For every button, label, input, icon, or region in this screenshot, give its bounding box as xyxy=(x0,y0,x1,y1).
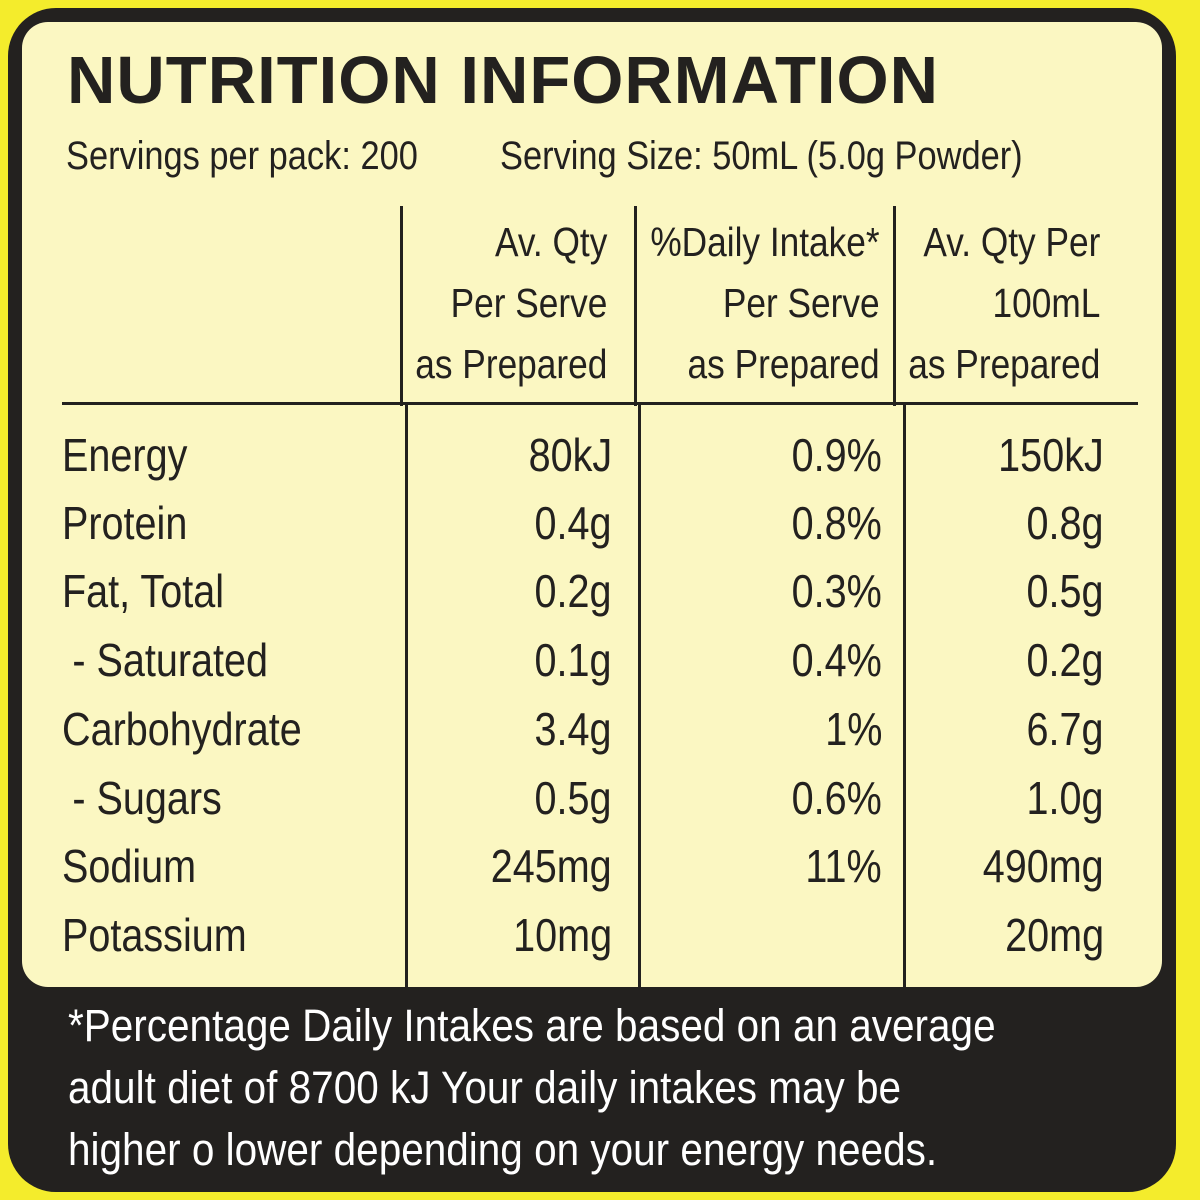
nutrient-name: Sodium xyxy=(62,840,197,892)
column-header-line: as Prepared xyxy=(907,341,1100,387)
column-header-per-100ml: Av. Qty Per 100mL as Prepared xyxy=(877,212,1100,395)
column-divider-1 xyxy=(405,402,408,987)
nutrient-name: Potassium xyxy=(62,909,247,961)
daily-intake-value: 0.6% xyxy=(791,772,882,824)
per-100ml-value: 0.2g xyxy=(1027,634,1104,686)
servings-per-pack: Servings per pack: 200 xyxy=(66,134,418,178)
column-header-daily-intake: %Daily Intake* Per Serve as Prepared xyxy=(613,212,880,395)
per-serve-value: 0.4g xyxy=(535,497,612,549)
nutrient-row-protein: Protein 0.4g 0.8% 0.8g xyxy=(62,489,1112,557)
nutrient-row-saturated: - Saturated 0.1g 0.4% 0.2g xyxy=(62,626,1112,694)
column-divider-1-header xyxy=(400,206,403,406)
per-100ml-value: 1.0g xyxy=(1027,772,1104,824)
column-header-line: as Prepared xyxy=(414,341,607,387)
per-serve-value: 245mg xyxy=(491,840,612,892)
column-divider-2 xyxy=(638,402,641,987)
column-header-line: Per Serve xyxy=(450,280,607,326)
daily-intake-value: 0.9% xyxy=(791,429,882,481)
column-header-line: Av. Qty Per xyxy=(922,219,1100,265)
nutrition-table-background xyxy=(22,22,1162,987)
daily-intake-value: 0.4% xyxy=(791,634,882,686)
footnote-line: adult diet of 8700 kJ Your daily intakes… xyxy=(68,1062,902,1113)
column-divider-3 xyxy=(903,402,906,987)
footnote-line: *Percentage Daily Intakes are based on a… xyxy=(68,1000,996,1051)
daily-intake-value: 1% xyxy=(824,703,882,755)
nutrient-name: Protein xyxy=(62,497,188,549)
per-100ml-value: 6.7g xyxy=(1027,703,1104,755)
nutrient-row-potassium: Potassium 10mg 20mg xyxy=(62,901,1112,969)
nutrient-row-carbohydrate: Carbohydrate 3.4g 1% 6.7g xyxy=(62,695,1112,763)
nutrient-name: Energy xyxy=(62,429,188,481)
daily-intake-footnote: *Percentage Daily Intakes are based on a… xyxy=(68,995,1178,1181)
header-separator xyxy=(62,402,1138,405)
column-header-line: 100mL xyxy=(992,280,1100,326)
per-100ml-value: 20mg xyxy=(1005,909,1104,961)
daily-intake-value: 11% xyxy=(805,840,882,892)
column-header-per-serve: Av. Qty Per Serve as Prepared xyxy=(384,212,607,395)
per-100ml-value: 150kJ xyxy=(998,429,1104,481)
column-divider-3-header xyxy=(893,206,896,406)
serving-size: Serving Size: 50mL (5.0g Powder) xyxy=(500,134,1023,178)
per-serve-value: 0.5g xyxy=(535,772,612,824)
footnote-line: higher o lower depending on your energy … xyxy=(68,1124,938,1175)
per-serve-value: 0.1g xyxy=(535,634,612,686)
nutrient-row-sodium: Sodium 245mg 11% 490mg xyxy=(62,832,1112,900)
per-100ml-value: 0.5g xyxy=(1027,565,1104,617)
per-100ml-value: 490mg xyxy=(983,840,1104,892)
column-header-line: as Prepared xyxy=(687,341,880,387)
column-divider-2-header xyxy=(634,206,637,406)
daily-intake-value: 0.3% xyxy=(791,565,882,617)
column-header-line: Per Serve xyxy=(723,280,880,326)
per-serve-value: 80kJ xyxy=(528,429,612,481)
per-serve-value: 3.4g xyxy=(535,703,612,755)
nutrient-row-sugars: - Sugars 0.5g 0.6% 1.0g xyxy=(62,764,1112,832)
nutrient-row-fat-total: Fat, Total 0.2g 0.3% 0.5g xyxy=(62,557,1112,625)
column-header-line: %Daily Intake* xyxy=(650,219,880,265)
nutrient-name: - Sugars xyxy=(72,772,222,824)
per-100ml-value: 0.8g xyxy=(1027,497,1104,549)
column-header-line: Av. Qty xyxy=(494,219,607,265)
daily-intake-value: 0.8% xyxy=(791,497,882,549)
nutrition-title: NUTRITION INFORMATION xyxy=(67,43,940,118)
per-serve-value: 0.2g xyxy=(535,565,612,617)
nutrient-name: - Saturated xyxy=(72,634,269,686)
nutrient-row-energy: Energy 80kJ 0.9% 150kJ xyxy=(62,421,1112,489)
nutrient-name: Carbohydrate xyxy=(62,703,302,755)
per-serve-value: 10mg xyxy=(513,909,612,961)
nutrient-name: Fat, Total xyxy=(62,565,224,617)
